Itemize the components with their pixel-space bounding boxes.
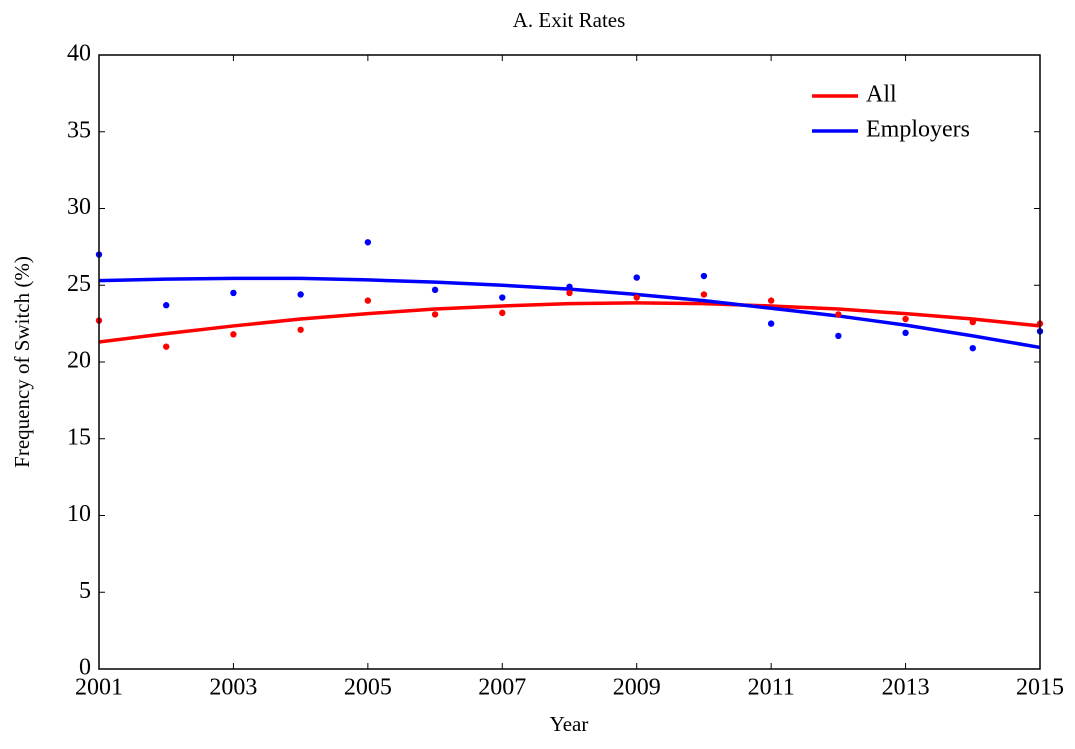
- point: [566, 289, 573, 297]
- y-tick-label: 40: [67, 41, 91, 67]
- point: [364, 297, 372, 304]
- legend-label: Employers: [866, 117, 970, 143]
- legend-label: All: [866, 82, 897, 108]
- point: [835, 332, 842, 340]
- x-tick-label: 2005: [344, 675, 392, 701]
- y-tick-label: 15: [67, 424, 91, 450]
- point: [969, 318, 976, 326]
- y-tick-label: 5: [79, 578, 91, 604]
- point: [163, 343, 170, 350]
- x-tick-label: 2015: [1016, 675, 1064, 701]
- x-tick-label: 2001: [75, 675, 123, 701]
- point: [767, 320, 775, 327]
- chart-title: A. Exit Rates: [513, 8, 626, 32]
- point: [297, 326, 304, 333]
- point: [297, 291, 304, 298]
- y-tick-label: 0: [79, 655, 91, 681]
- y-tick-label: 20: [67, 348, 91, 374]
- y-tick-label: 35: [67, 117, 91, 143]
- y-tick-label: 25: [67, 271, 91, 297]
- point: [431, 286, 439, 294]
- point: [230, 289, 237, 297]
- y-tick-label: 10: [67, 501, 91, 527]
- point: [566, 283, 573, 290]
- x-tick-label: 2003: [209, 675, 257, 701]
- point: [969, 344, 976, 352]
- x-tick-label: 2009: [613, 675, 661, 701]
- point: [633, 294, 640, 301]
- point: [499, 309, 506, 317]
- point: [633, 274, 640, 281]
- plot-frame: [98, 54, 1041, 670]
- x-tick-label: 2007: [478, 675, 526, 701]
- point: [902, 329, 909, 337]
- point: [767, 297, 775, 304]
- point: [163, 302, 170, 309]
- point: [499, 294, 506, 301]
- y-axis-label: Frequency of Switch (%): [10, 256, 34, 468]
- point: [700, 272, 708, 280]
- y-tick-label: 30: [67, 194, 91, 220]
- fit-line: [98, 301, 1041, 344]
- x-tick-label: 2011: [748, 675, 795, 701]
- point: [230, 331, 237, 338]
- x-axis-label: Year: [550, 712, 589, 736]
- point: [431, 311, 439, 318]
- point: [902, 315, 909, 323]
- point: [700, 291, 708, 298]
- point: [364, 239, 372, 246]
- x-tick-label: 2013: [882, 675, 930, 701]
- point: [835, 311, 842, 318]
